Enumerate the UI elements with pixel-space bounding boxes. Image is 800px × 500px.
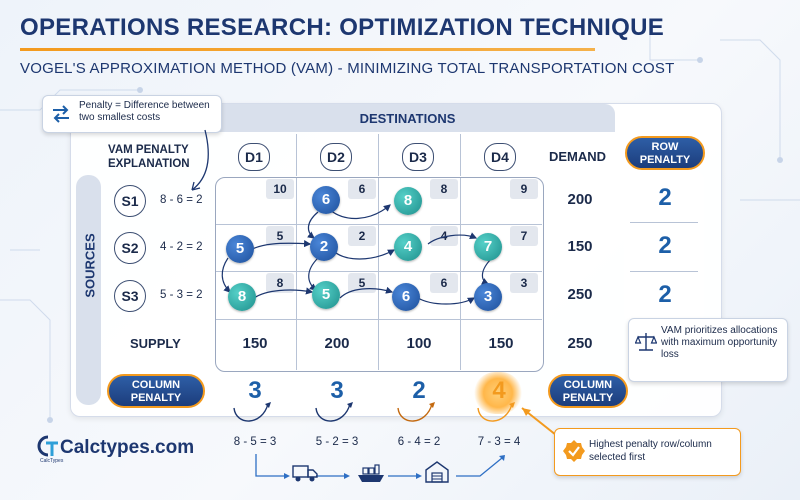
destinations-band xyxy=(200,104,615,132)
cost-s1-d2: 6 xyxy=(348,179,376,199)
allocation-s2-d3: 4 xyxy=(394,233,422,261)
demand-s2: 150 xyxy=(567,238,593,255)
grid-row-line xyxy=(216,319,542,320)
allocation-s3-d4: 3 xyxy=(474,283,502,311)
column-penalty-d3: 2 xyxy=(412,377,426,404)
supply-total: 250 xyxy=(567,335,593,352)
row-penalty-s3: 2 xyxy=(658,281,672,308)
vam-priority-note: VAM prioritizes allocations with maximum… xyxy=(628,318,788,382)
grid-column-line xyxy=(296,178,297,370)
page-title: OPERATIONS RESEARCH: OPTIMIZATION TECHNI… xyxy=(20,14,665,41)
cost-s3-d4: 3 xyxy=(510,273,538,293)
supply-label: SUPPLY xyxy=(130,336,181,351)
calctypes-logo-subtext: CalcTypes xyxy=(40,458,64,464)
highest-penalty-note: Highest penalty row/column selected firs… xyxy=(554,428,741,476)
cost-s2-d4: 7 xyxy=(510,226,538,246)
grid-row-line xyxy=(216,224,542,225)
row-penalty-column xyxy=(624,172,704,322)
grid-column-line xyxy=(378,178,379,370)
row-penalty-divider xyxy=(630,271,698,272)
supply-d3: 100 xyxy=(406,335,432,352)
cost-s1-d1: 10 xyxy=(266,179,294,199)
page-subtitle: VOGEL'S APPROXIMATION METHOD (VAM) - MIN… xyxy=(20,60,675,77)
ship-icon xyxy=(358,464,384,482)
column-penalty-d1: 3 xyxy=(248,377,262,404)
cost-s3-d2: 5 xyxy=(348,273,376,293)
penalty-definition-callout: Penalty = Difference between two smalles… xyxy=(42,95,222,133)
column-penalty-calc-d3: 6 - 4 = 2 xyxy=(397,436,441,448)
row-penalty-calc-s2: 4 - 2 = 2 xyxy=(160,241,203,253)
cost-s2-d3: 4 xyxy=(430,226,458,246)
column-penalty-d4: 4 xyxy=(492,377,506,404)
row-penalty-calc-s1: 8 - 6 = 2 xyxy=(160,194,203,206)
swap-arrows-icon xyxy=(53,105,69,123)
vam-explanation-heading: VAM PENALTY EXPLANATION xyxy=(108,144,190,170)
check-badge-icon xyxy=(563,440,585,462)
demand-s3: 250 xyxy=(567,286,593,303)
balance-scale-icon xyxy=(635,333,657,351)
calctypes-logo-text[interactable]: Calctypes.com xyxy=(60,437,195,458)
supply-d2: 200 xyxy=(324,335,350,352)
grid-row-line xyxy=(216,271,542,272)
header-divider xyxy=(378,134,379,176)
truck-icon xyxy=(292,465,318,482)
header-divider xyxy=(296,134,297,176)
calctypes-logo-icon xyxy=(37,435,58,457)
header-divider xyxy=(460,134,461,176)
penalty-definition-text: Penalty = Difference between two smalles… xyxy=(79,100,210,123)
allocation-s3-d3: 6 xyxy=(392,283,420,311)
cost-s1-d4: 9 xyxy=(510,179,538,199)
grid-column-line xyxy=(460,178,461,370)
column-penalty-calc-d1: 8 - 5 = 3 xyxy=(233,436,277,448)
row-penalty-calc-s3: 5 - 3 = 2 xyxy=(160,289,203,301)
row-penalty-s2: 2 xyxy=(658,232,672,259)
column-penalty-header-right: COLUMN PENALTY xyxy=(548,374,628,408)
vam-priority-text: VAM prioritizes allocations with maximum… xyxy=(661,325,778,360)
destination-d1: D1 xyxy=(238,143,270,171)
cost-s2-d2: 2 xyxy=(348,226,376,246)
warehouse-icon xyxy=(425,461,449,483)
row-penalty-header: ROW PENALTY xyxy=(625,136,705,170)
title-underline xyxy=(20,48,595,51)
row-penalty-divider xyxy=(630,222,698,223)
cost-s3-d1: 8 xyxy=(266,273,294,293)
column-penalty-header: COLUMN PENALTY xyxy=(107,374,205,408)
column-penalty-calc-d4: 7 - 3 = 4 xyxy=(477,436,521,448)
demand-header: DEMAND xyxy=(549,149,607,164)
row-penalty-s1: 2 xyxy=(658,184,672,211)
cost-s1-d3: 8 xyxy=(430,179,458,199)
demand-s1: 200 xyxy=(567,191,593,208)
allocation-s2-d1: 5 xyxy=(226,235,254,263)
allocation-s3-d1: 8 xyxy=(228,283,256,311)
sources-band xyxy=(76,175,101,405)
column-penalty-d2: 3 xyxy=(330,377,344,404)
cost-s2-d1: 5 xyxy=(266,226,294,246)
allocation-s2-d4: 7 xyxy=(474,233,502,261)
column-penalty-calc-d2: 5 - 2 = 3 xyxy=(315,436,359,448)
supply-d4: 150 xyxy=(488,335,514,352)
transport-flow xyxy=(255,454,505,479)
source-s2: S2 xyxy=(114,232,146,264)
cost-s3-d3: 6 xyxy=(430,273,458,293)
allocation-s1-d3: 8 xyxy=(394,187,422,215)
supply-d1: 150 xyxy=(242,335,268,352)
destination-d3: D3 xyxy=(402,143,434,171)
highest-penalty-text: Highest penalty row/column selected firs… xyxy=(589,439,712,463)
source-s1: S1 xyxy=(114,185,146,217)
destinations-label: DESTINATIONS xyxy=(359,111,456,126)
source-s3: S3 xyxy=(114,280,146,312)
allocation-s3-d2: 5 xyxy=(312,281,340,309)
allocation-s2-d2: 2 xyxy=(310,233,338,261)
callout-pointer-arrow xyxy=(191,129,209,191)
destination-d4: D4 xyxy=(484,143,516,171)
allocation-s1-d2: 6 xyxy=(312,186,340,214)
destination-d2: D2 xyxy=(320,143,352,171)
sources-label: SOURCES xyxy=(82,233,98,298)
